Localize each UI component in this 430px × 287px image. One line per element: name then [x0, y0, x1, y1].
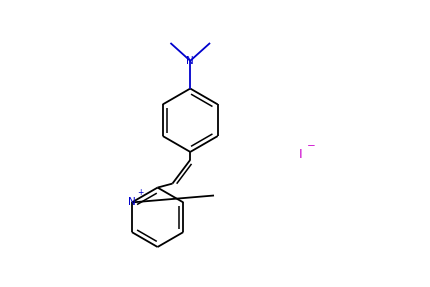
- Text: N: N: [128, 197, 135, 208]
- Text: −: −: [307, 141, 315, 151]
- Text: I: I: [298, 148, 302, 161]
- Text: +: +: [136, 189, 143, 197]
- Text: N: N: [186, 56, 194, 66]
